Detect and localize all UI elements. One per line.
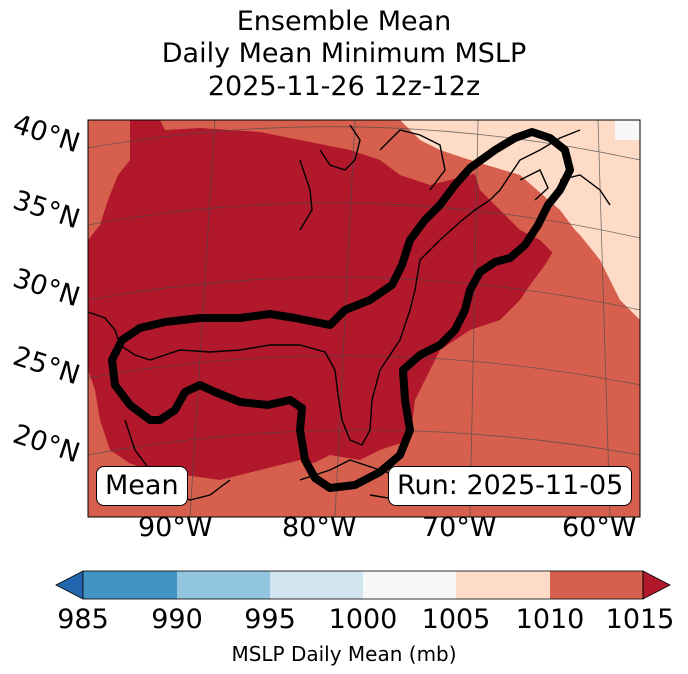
title-line-1: Ensemble Mean: [236, 6, 452, 37]
colorbar-tick-1005: 1005: [421, 604, 491, 635]
field-above-1015-west: [88, 120, 130, 240]
colorbar-tick-1010: 1010: [515, 604, 585, 635]
title-line-2: Daily Mean Minimum MSLP: [161, 38, 527, 69]
lon-label-90w: 90°W: [138, 512, 213, 543]
mean-label-box: Mean: [96, 466, 188, 506]
colorbar-bin-985-990: [83, 571, 177, 599]
colorbar-tick-985: 985: [57, 604, 109, 635]
lon-label-70w: 70°W: [422, 512, 497, 543]
colorbar-bin-995-1000: [270, 571, 363, 599]
field-1000-1005: [615, 120, 640, 140]
lon-label-80w: 80°W: [282, 512, 357, 543]
colorbar-tick-1000: 1000: [328, 604, 398, 635]
graticule: [88, 120, 640, 517]
colorbar-extend-high: [642, 570, 671, 600]
colorbar-bin-1010-1015: [550, 571, 643, 599]
colorbar-extend-low: [55, 570, 84, 600]
colorbar-bin-990-995: [177, 571, 270, 599]
field-1005-1010: [400, 120, 640, 330]
mslp-contour: [108, 128, 574, 492]
colorbar: [55, 570, 671, 600]
colorbar-bin-1000-1005: [363, 571, 456, 599]
title-line-3: 2025-11-26 12z-12z: [207, 71, 481, 102]
colorbar-label: MSLP Daily Mean (mb): [231, 642, 457, 666]
colorbar-tick-995: 995: [244, 604, 296, 635]
map-frame: [87, 119, 641, 518]
colorbar-tick-1015: 1015: [605, 604, 675, 635]
colorbar-bin-1005-1010: [456, 571, 550, 599]
field-1010-east: [420, 160, 640, 517]
colorbar-tick-990: 990: [151, 604, 203, 635]
run-label-box: Run: 2025-11-05: [388, 466, 633, 506]
map-panel: [88, 120, 640, 517]
lon-label-60w: 60°W: [562, 512, 637, 543]
